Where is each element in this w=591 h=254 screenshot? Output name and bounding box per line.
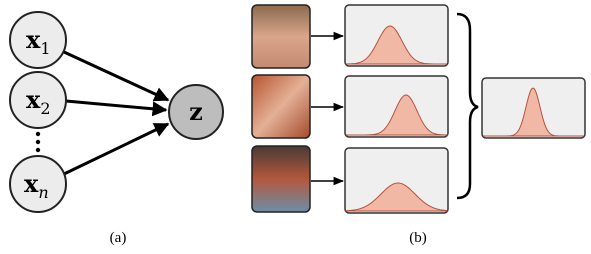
ellipsis — [36, 132, 40, 152]
node-label: z — [189, 97, 203, 126]
brace — [457, 14, 478, 198]
caption: (b) — [409, 230, 427, 246]
figure: x1 x2 xn z (a) (b) — [0, 0, 591, 254]
edge — [64, 52, 168, 100]
caption: (a) — [110, 230, 127, 246]
face-image — [252, 75, 310, 138]
face-image — [252, 146, 310, 212]
face-image — [252, 5, 310, 68]
edge — [64, 124, 168, 174]
edge — [66, 101, 166, 110]
